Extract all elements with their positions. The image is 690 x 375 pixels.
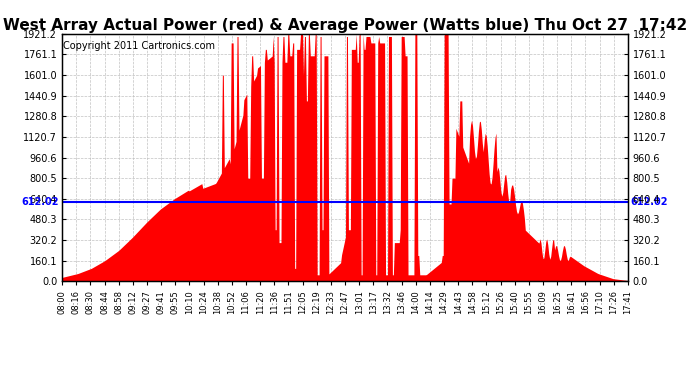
- Title: West Array Actual Power (red) & Average Power (Watts blue) Thu Oct 27  17:42: West Array Actual Power (red) & Average …: [3, 18, 687, 33]
- Text: 612.02: 612.02: [631, 197, 668, 207]
- Text: Copyright 2011 Cartronics.com: Copyright 2011 Cartronics.com: [63, 41, 215, 51]
- Text: 612.02: 612.02: [22, 197, 59, 207]
